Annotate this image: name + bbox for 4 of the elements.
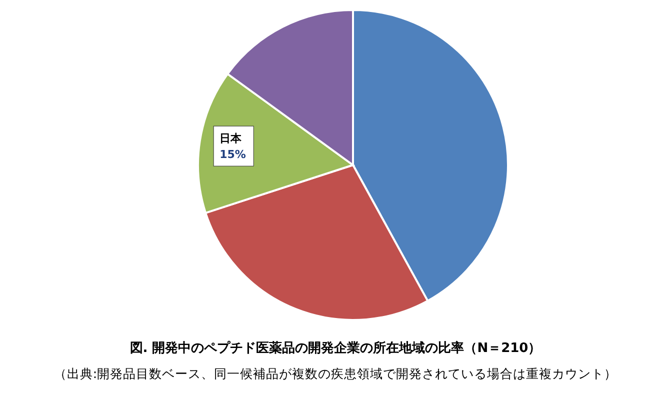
- text: （出典:開発品目数ベース、同一候補品が複数の疾患領域で開発されている場合は重複カウント）: [54, 366, 618, 381]
- text: 図. 開発中のペプチド医薬品の開発企業の所在地域の比率（N＝210）: [130, 340, 542, 356]
- slice-label: 日本: [220, 132, 243, 146]
- data-label: 15%: [220, 148, 246, 162]
